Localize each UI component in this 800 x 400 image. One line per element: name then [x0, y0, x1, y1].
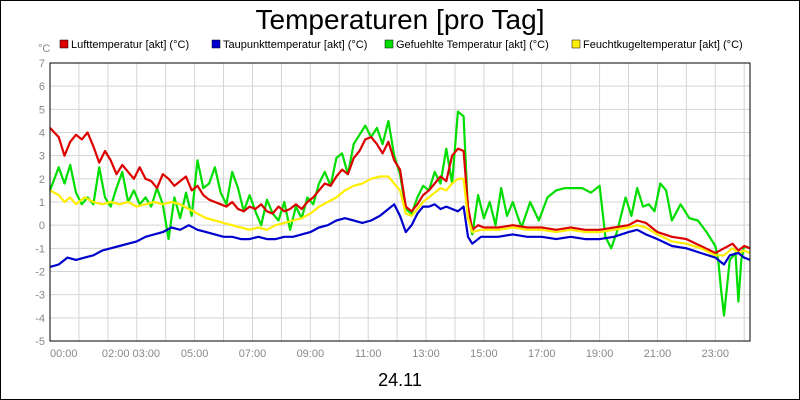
legend-swatch — [571, 39, 581, 49]
x-tick-label: 07:00 — [239, 348, 267, 360]
x-tick-label: 19:00 — [586, 348, 614, 360]
x-tick-label: 15:00 — [470, 348, 498, 360]
y-tick-label: -4 — [35, 313, 45, 325]
y-tick-label: 1 — [39, 197, 45, 209]
x-tick-label: 23:00 — [702, 348, 730, 360]
y-axis-unit: °C — [38, 43, 50, 55]
y-axis-ticks: -5 -4 -3 -2 -1 0 1 2 3 4 5 6 7 — [35, 58, 45, 348]
chart-title: Temperaturen [pro Tag] — [256, 4, 545, 35]
x-axis-date-label: 24.11 — [378, 370, 422, 390]
series-line-1 — [49, 203, 751, 268]
y-tick-label: 0 — [39, 220, 45, 232]
y-tick-label: -5 — [35, 336, 45, 348]
legend-label: Gefuehlte Temperatur [akt] (°C) — [396, 39, 549, 51]
x-tick-label: 13:00 — [412, 348, 440, 360]
x-tick-label: 09:00 — [297, 348, 325, 360]
x-tick-label: 11:00 — [355, 348, 382, 360]
series-lines — [48, 110, 751, 317]
legend-swatch — [59, 39, 69, 49]
legend-label: Lufttemperatur [akt] (°C) — [71, 39, 189, 51]
legend-swatch — [384, 39, 394, 49]
series-line-3 — [49, 175, 751, 257]
x-tick-label: 21:00 — [644, 348, 672, 360]
x-tick-label: 17:00 — [528, 348, 556, 360]
y-tick-label: 5 — [39, 104, 45, 116]
legend: Lufttemperatur [akt] (°C) Taupunkttempera… — [59, 39, 743, 51]
legend-label: Feuchtkugeltemperatur [akt] (°C) — [583, 39, 743, 51]
y-tick-label: 4 — [39, 128, 45, 140]
x-tick-label: 05:00 — [181, 348, 209, 360]
y-tick-label: -2 — [35, 267, 45, 279]
series-line-0 — [49, 127, 751, 255]
plot-area — [49, 62, 751, 342]
legend-label: Taupunkttemperatur [akt] (°C) — [223, 39, 367, 51]
y-tick-label: 2 — [39, 174, 45, 186]
y-tick-label: 6 — [39, 81, 45, 93]
y-tick-label: 3 — [39, 151, 45, 163]
y-tick-label: -3 — [35, 290, 45, 302]
series-line-2 — [48, 110, 751, 317]
y-tick-label: -1 — [35, 243, 45, 255]
x-tick-label: 02:00 03:00 — [102, 348, 160, 360]
x-tick-label: 00:00 — [50, 348, 78, 360]
x-axis-ticks: 00:00 02:00 03:00 05:00 07:00 09:00 11:00 13:0… — [50, 348, 729, 360]
y-tick-label: 7 — [39, 58, 45, 70]
legend-swatch — [211, 39, 221, 49]
